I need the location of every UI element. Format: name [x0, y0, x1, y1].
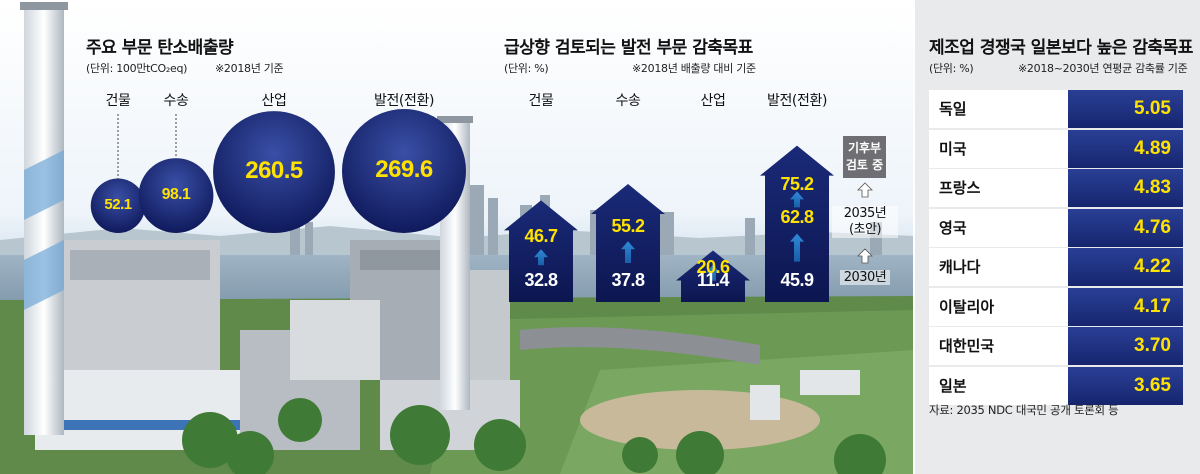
- milestone-2030: 2030년: [832, 270, 898, 286]
- left-title: 주요 부문 탄소배출량: [86, 38, 234, 58]
- value-2035: 55.2: [611, 216, 645, 237]
- value-2035: 62.8: [780, 207, 814, 228]
- bubble-category-label: 수송: [163, 93, 189, 109]
- bubble-category-label: 건물: [105, 93, 131, 109]
- review-box-label: 기후부 검토 중: [845, 141, 884, 172]
- country-name: 프랑스: [929, 169, 1068, 207]
- panel-divider: [913, 0, 915, 474]
- country-value: 4.89: [1068, 129, 1183, 168]
- value-under-review: 75.2: [780, 173, 814, 194]
- bubble-3: [213, 111, 335, 233]
- country-name: 이탈리아: [929, 287, 1068, 326]
- bubble-value-label: 260.5: [245, 157, 303, 185]
- milestone-2035-label: 2035년 (초안): [832, 206, 898, 238]
- country-name: 독일: [929, 90, 1068, 128]
- milestone-2030-label: 2030년: [839, 270, 891, 285]
- country-panel: 제조업 경쟁국 일본보다 높은 감축목표 (단위: %) ※2018~2030년…: [915, 0, 1200, 474]
- right-unit: (단위: %): [929, 62, 974, 75]
- right-note: ※2018~2030년 연평균 감축률 기준: [1018, 62, 1188, 75]
- bubble-value-label: 269.6: [375, 156, 433, 184]
- country-row: 대한민국 3.70: [929, 327, 1183, 365]
- arrow-category-label: 건물: [528, 93, 554, 109]
- bubble-value-label: 52.1: [104, 196, 132, 214]
- value-2030: 11.4: [696, 270, 730, 290]
- country-name: 영국: [929, 208, 1068, 247]
- country-value: 3.70: [1068, 327, 1183, 365]
- increase-arrow-icon: [534, 249, 548, 266]
- up-arrow-icon: [857, 248, 873, 264]
- review-box: 기후부 검토 중: [843, 136, 886, 178]
- power-plant-photo: [0, 0, 915, 474]
- increase-arrow-icon: [621, 241, 635, 263]
- bubble-chart: [90, 109, 466, 233]
- country-value: 4.22: [1068, 248, 1183, 286]
- country-row: 캐나다 4.22: [929, 248, 1183, 286]
- increase-arrow-icon: [790, 191, 804, 208]
- country-row: 독일 5.05: [929, 90, 1183, 128]
- source-note: 자료: 2035 NDC 대국민 공개 토론회 등: [929, 403, 1119, 417]
- reduction-arrow: [760, 145, 834, 302]
- value-2035: 20.6: [696, 257, 730, 278]
- left-unit: (단위: 100만tCO₂eq): [86, 62, 188, 75]
- value-2030: 37.8: [611, 270, 645, 290]
- bubble-2: [138, 158, 214, 233]
- middle-title: 급상향 검토되는 발전 부문 감축목표: [504, 38, 753, 58]
- country-value: 4.83: [1068, 169, 1183, 207]
- country-row: 프랑스 4.83: [929, 169, 1183, 207]
- country-value: 3.65: [1068, 366, 1183, 405]
- value-2035: 46.7: [524, 226, 558, 247]
- country-value: 4.17: [1068, 287, 1183, 326]
- increase-arrow-icon: [706, 264, 720, 281]
- bubble-1: [90, 178, 146, 233]
- bubble-value-label: 98.1: [161, 185, 191, 203]
- country-name: 캐나다: [929, 248, 1068, 286]
- bubble-4: [342, 109, 466, 233]
- middle-note: ※2018년 배출량 대비 기준: [632, 62, 756, 75]
- up-arrow-icon: [857, 182, 873, 198]
- milestone-2035: 2035년 (초안): [832, 206, 898, 238]
- right-title: 제조업 경쟁국 일본보다 높은 감축목표: [929, 38, 1193, 58]
- background-scene: [0, 0, 915, 474]
- left-note: ※2018년 기준: [215, 62, 284, 75]
- arrow-category-label: 산업: [700, 93, 726, 109]
- country-name: 미국: [929, 129, 1068, 168]
- country-name: 대한민국: [929, 327, 1068, 365]
- value-2030: 45.9: [780, 270, 814, 290]
- country-value: 4.76: [1068, 208, 1183, 247]
- arrow-category-label: 발전(전환): [766, 93, 828, 109]
- arrow-chart: [504, 145, 834, 302]
- middle-unit: (단위: %): [504, 62, 549, 75]
- country-row: 미국 4.89: [929, 129, 1183, 168]
- country-name: 일본: [929, 366, 1068, 405]
- country-row: 영국 4.76: [929, 208, 1183, 247]
- country-row: 이탈리아 4.17: [929, 287, 1183, 326]
- increase-arrow-icon: [790, 233, 804, 262]
- country-value: 5.05: [1068, 90, 1183, 128]
- arrow-category-label: 수송: [615, 93, 641, 109]
- bubble-category-label: 산업: [261, 93, 287, 109]
- country-row: 일본 3.65: [929, 366, 1183, 405]
- value-2030: 32.8: [524, 270, 558, 290]
- bubble-category-label: 발전(전환): [373, 93, 435, 109]
